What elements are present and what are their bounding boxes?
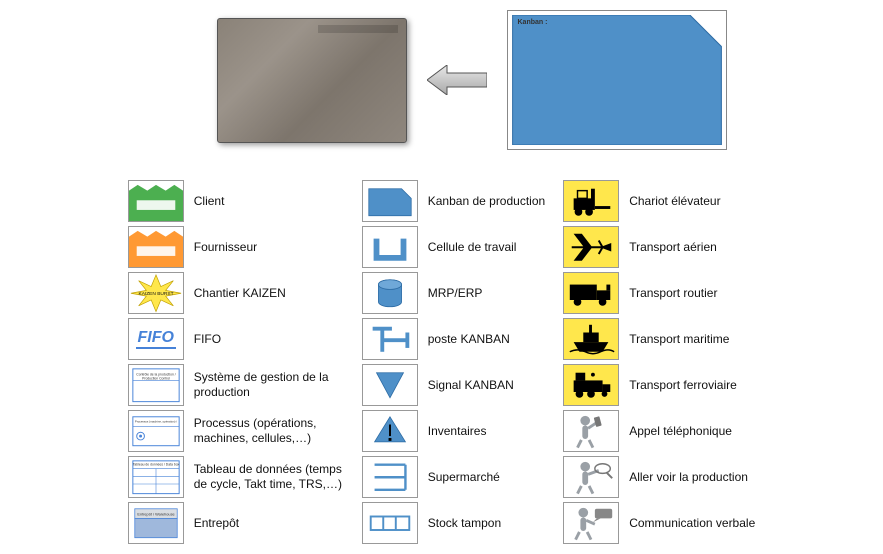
legend-label: Transport routier [629, 286, 717, 301]
legend-label: Inventaires [428, 424, 487, 439]
svg-text:Tableau de données / Data box: Tableau de données / Data box [132, 462, 179, 466]
legend-label: Kanban de production [428, 194, 545, 209]
phone-person-icon [563, 410, 619, 452]
legend-item-production-control: Contrôle de la production / Production C… [128, 364, 344, 406]
truck-icon [563, 272, 619, 314]
workcell-icon [362, 226, 418, 268]
legend-label: Transport aérien [629, 240, 717, 255]
legend-item-kanban-production: Kanban de production [362, 180, 545, 222]
legend-item-supermarket: Supermarché [362, 456, 545, 498]
legend-item-inventory: Inventaires [362, 410, 545, 452]
legend-item-entrepot: Entrepôt / Warehouse Entrepôt [128, 502, 344, 544]
process-box-icon: Processus (machine, opération) / [128, 410, 184, 452]
airplane-icon [563, 226, 619, 268]
legend-label: Supermarché [428, 470, 500, 485]
forklift-icon [563, 180, 619, 222]
legend-label: Système de gestion de la production [194, 370, 344, 400]
legend-label: Chariot élévateur [629, 194, 720, 209]
legend-item-workcell: Cellule de travail [362, 226, 545, 268]
legend-item-fournisseur: Fournisseur [128, 226, 344, 268]
data-board-icon: Tableau de données / Data box [128, 456, 184, 498]
legend-item-phone: Appel téléphonique [563, 410, 755, 452]
inventory-icon [362, 410, 418, 452]
legend-label: Aller voir la production [629, 470, 748, 485]
legend-label: Cellule de travail [428, 240, 517, 255]
kanban-card-label: Kanban : [518, 19, 548, 26]
buffer-stock-icon [362, 502, 418, 544]
legend-label: Transport maritime [629, 332, 729, 347]
legend-label: poste KANBAN [428, 332, 510, 347]
kanban-production-icon [362, 180, 418, 222]
legend-item-kanban-post: poste KANBAN [362, 318, 545, 360]
fournisseur-icon [128, 226, 184, 268]
legend-item-databoard: Tableau de données / Data box Tableau de… [128, 456, 344, 498]
legend-label: Signal KANBAN [428, 378, 514, 393]
svg-text:KAIZEN BURST: KAIZEN BURST [138, 291, 173, 297]
supermarket-icon [362, 456, 418, 498]
legend-label: Entrepôt [194, 516, 239, 531]
svg-text:Entrepôt / Warehouse: Entrepôt / Warehouse [137, 512, 174, 516]
legend-item-kanban-signal: Signal KANBAN [362, 364, 545, 406]
fifo-text: FIFO [136, 329, 176, 349]
legend-item-air: Transport aérien [563, 226, 755, 268]
legend-item-road: Transport routier [563, 272, 755, 314]
legend-label: Communication verbale [629, 516, 755, 531]
legend-col-3: Chariot élévateur Transport aérien [563, 180, 755, 544]
svg-text:Processus (machine, opération): Processus (machine, opération) / [135, 419, 177, 423]
fifo-icon: FIFO [128, 318, 184, 360]
verbal-person-icon [563, 502, 619, 544]
kanban-post-icon [362, 318, 418, 360]
legend-label: Stock tampon [428, 516, 501, 531]
legend-label: Fournisseur [194, 240, 257, 255]
legend-item-forklift: Chariot élévateur [563, 180, 755, 222]
legend-item-verbal: Communication verbale [563, 502, 755, 544]
legend-col-1: Client Fournisseur KAIZEN BURST Chantier… [128, 180, 344, 544]
legend-label: Chantier KAIZEN [194, 286, 286, 301]
top-diagram: Kanban : [10, 10, 873, 150]
client-icon [128, 180, 184, 222]
legend-item-process: Processus (machine, opération) / Process… [128, 410, 344, 452]
metal-plate [217, 18, 407, 143]
legend-item-sea: Transport maritime [563, 318, 755, 360]
ship-icon [563, 318, 619, 360]
mrp-database-icon [362, 272, 418, 314]
arrow-left-icon [427, 65, 487, 95]
legend-label: Appel téléphonique [629, 424, 732, 439]
svg-text:Production Control: Production Control [142, 376, 170, 380]
legend-item-gosee: Aller voir la production [563, 456, 755, 498]
legend-col-2: Kanban de production Cellule de travail … [362, 180, 545, 544]
legend-item-fifo: FIFO FIFO [128, 318, 344, 360]
legend-label: Client [194, 194, 225, 209]
legend-label: Processus (opérations, machines, cellule… [194, 416, 344, 446]
kanban-card-frame: Kanban : [507, 10, 727, 150]
legend-label: Transport ferroviaire [629, 378, 737, 393]
legend-item-mrp: MRP/ERP [362, 272, 545, 314]
legend-item-kaizen: KAIZEN BURST Chantier KAIZEN [128, 272, 344, 314]
production-control-icon: Contrôle de la production / Production C… [128, 364, 184, 406]
legend-item-client: Client [128, 180, 344, 222]
train-icon [563, 364, 619, 406]
kanban-production-card: Kanban : [512, 15, 722, 145]
kaizen-burst-icon: KAIZEN BURST [128, 272, 184, 314]
legend-label: MRP/ERP [428, 286, 483, 301]
legend-item-rail: Transport ferroviaire [563, 364, 755, 406]
go-see-person-icon [563, 456, 619, 498]
kanban-signal-icon [362, 364, 418, 406]
legend: Client Fournisseur KAIZEN BURST Chantier… [10, 180, 873, 544]
entrepot-icon: Entrepôt / Warehouse [128, 502, 184, 544]
legend-label: Tableau de données (temps de cycle, Takt… [194, 462, 344, 492]
legend-label: FIFO [194, 332, 221, 347]
legend-item-buffer: Stock tampon [362, 502, 545, 544]
